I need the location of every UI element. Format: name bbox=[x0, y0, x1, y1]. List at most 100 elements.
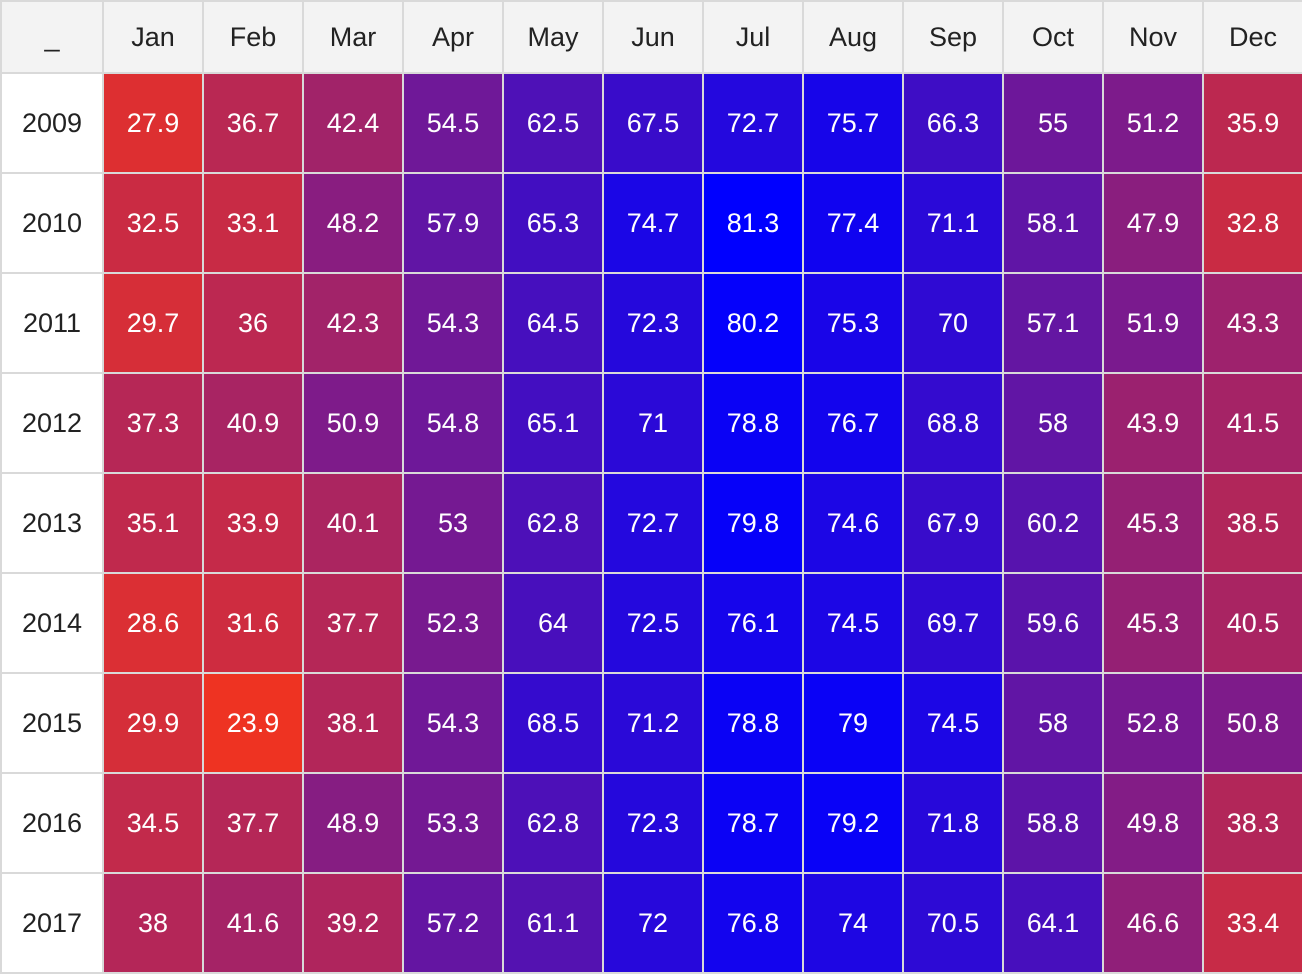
column-header-mar: Mar bbox=[302, 0, 404, 74]
heatmap-cell-2015-jun: 71.2 bbox=[602, 672, 704, 774]
heatmap-cell-2013-sep: 67.9 bbox=[902, 472, 1004, 574]
table-row-2013: 2013 35.1 33.9 40.1 53 62.8 72.7 79.8 74.6 67.9 60… bbox=[0, 472, 1302, 574]
column-header-oct: Oct bbox=[1002, 0, 1104, 74]
heatmap-cell-2011-feb: 36 bbox=[202, 272, 304, 374]
heatmap-cell-2016-apr: 53.3 bbox=[402, 772, 504, 874]
heatmap-cell-2009-jul: 72.7 bbox=[702, 72, 804, 174]
heatmap-cell-2016-jul: 78.7 bbox=[702, 772, 804, 874]
heatmap-cell-2010-may: 65.3 bbox=[502, 172, 604, 274]
heatmap-cell-2009-nov: 51.2 bbox=[1102, 72, 1204, 174]
heatmap-cell-2012-sep: 68.8 bbox=[902, 372, 1004, 474]
heatmap-cell-2009-aug: 75.7 bbox=[802, 72, 904, 174]
table-row-2009: 2009 27.9 36.7 42.4 54.5 62.5 67.5 72.7 75.7 66.3… bbox=[0, 72, 1302, 174]
row-header-2014: 2014 bbox=[0, 572, 104, 674]
heatmap-cell-2013-nov: 45.3 bbox=[1102, 472, 1204, 574]
heatmap-cell-2014-may: 64 bbox=[502, 572, 604, 674]
heatmap-cell-2011-dec: 43.3 bbox=[1202, 272, 1302, 374]
heatmap-cell-2015-sep: 74.5 bbox=[902, 672, 1004, 774]
heatmap-cell-2017-mar: 39.2 bbox=[302, 872, 404, 974]
heatmap-cell-2017-may: 61.1 bbox=[502, 872, 604, 974]
heatmap-cell-2015-jan: 29.9 bbox=[102, 672, 204, 774]
heatmap-cell-2016-dec: 38.3 bbox=[1202, 772, 1302, 874]
row-header-2010: 2010 bbox=[0, 172, 104, 274]
heatmap-cell-2016-nov: 49.8 bbox=[1102, 772, 1204, 874]
heatmap-cell-2009-oct: 55 bbox=[1002, 72, 1104, 174]
heatmap-cell-2016-jun: 72.3 bbox=[602, 772, 704, 874]
heatmap-cell-2015-dec: 50.8 bbox=[1202, 672, 1302, 774]
heatmap-cell-2010-oct: 58.1 bbox=[1002, 172, 1104, 274]
heatmap-cell-2010-jun: 74.7 bbox=[602, 172, 704, 274]
column-header-sep: Sep bbox=[902, 0, 1004, 74]
heatmap-cell-2009-feb: 36.7 bbox=[202, 72, 304, 174]
heatmap-cell-2014-jul: 76.1 bbox=[702, 572, 804, 674]
heatmap-cell-2017-feb: 41.6 bbox=[202, 872, 304, 974]
heatmap-cell-2017-jun: 72 bbox=[602, 872, 704, 974]
heatmap-cell-2014-mar: 37.7 bbox=[302, 572, 404, 674]
heatmap-cell-2009-jan: 27.9 bbox=[102, 72, 204, 174]
heatmap-cell-2009-may: 62.5 bbox=[502, 72, 604, 174]
row-header-2011: 2011 bbox=[0, 272, 104, 374]
heatmap-cell-2011-jul: 80.2 bbox=[702, 272, 804, 374]
heatmap-cell-2015-nov: 52.8 bbox=[1102, 672, 1204, 774]
heatmap-cell-2010-aug: 77.4 bbox=[802, 172, 904, 274]
heatmap-cell-2014-oct: 59.6 bbox=[1002, 572, 1104, 674]
heatmap-cell-2010-jul: 81.3 bbox=[702, 172, 804, 274]
column-header-jun: Jun bbox=[602, 0, 704, 74]
heatmap-cell-2009-sep: 66.3 bbox=[902, 72, 1004, 174]
column-header-nov: Nov bbox=[1102, 0, 1204, 74]
heatmap-cell-2016-aug: 79.2 bbox=[802, 772, 904, 874]
heatmap-cell-2012-nov: 43.9 bbox=[1102, 372, 1204, 474]
heatmap-cell-2011-oct: 57.1 bbox=[1002, 272, 1104, 374]
column-header-feb: Feb bbox=[202, 0, 304, 74]
heatmap-cell-2010-apr: 57.9 bbox=[402, 172, 504, 274]
heatmap-cell-2016-mar: 48.9 bbox=[302, 772, 404, 874]
table-row-2016: 2016 34.5 37.7 48.9 53.3 62.8 72.3 78.7 79.2 71.8… bbox=[0, 772, 1302, 874]
heatmap-cell-2015-feb: 23.9 bbox=[202, 672, 304, 774]
heatmap-body: 2009 27.9 36.7 42.4 54.5 62.5 67.5 72.7 75.7 66.3… bbox=[0, 72, 1302, 974]
row-header-2009: 2009 bbox=[0, 72, 104, 174]
heatmap-cell-2009-apr: 54.5 bbox=[402, 72, 504, 174]
table-row-2011: 2011 29.7 36 42.3 54.3 64.5 72.3 80.2 75.3 70 57.1… bbox=[0, 272, 1302, 374]
heatmap-cell-2012-aug: 76.7 bbox=[802, 372, 904, 474]
row-header-2017: 2017 bbox=[0, 872, 104, 974]
heatmap-cell-2012-oct: 58 bbox=[1002, 372, 1104, 474]
heatmap-cell-2010-mar: 48.2 bbox=[302, 172, 404, 274]
heatmap-cell-2013-may: 62.8 bbox=[502, 472, 604, 574]
heatmap-cell-2012-apr: 54.8 bbox=[402, 372, 504, 474]
heatmap-cell-2014-aug: 74.5 bbox=[802, 572, 904, 674]
heatmap-cell-2013-mar: 40.1 bbox=[302, 472, 404, 574]
heatmap-cell-2015-jul: 78.8 bbox=[702, 672, 804, 774]
heatmap-cell-2017-jan: 38 bbox=[102, 872, 204, 974]
heatmap-cell-2011-nov: 51.9 bbox=[1102, 272, 1204, 374]
heatmap-cell-2017-aug: 74 bbox=[802, 872, 904, 974]
heatmap-cell-2016-jan: 34.5 bbox=[102, 772, 204, 874]
heatmap-cell-2016-feb: 37.7 bbox=[202, 772, 304, 874]
table-row-2017: 2017 38 41.6 39.2 57.2 61.1 72 76.8 74 70.5 64.1 46… bbox=[0, 872, 1302, 974]
heatmap-cell-2010-sep: 71.1 bbox=[902, 172, 1004, 274]
table-row-2015: 2015 29.9 23.9 38.1 54.3 68.5 71.2 78.8 79 74.5 58… bbox=[0, 672, 1302, 774]
heatmap-cell-2011-mar: 42.3 bbox=[302, 272, 404, 374]
heatmap-cell-2015-aug: 79 bbox=[802, 672, 904, 774]
heatmap-cell-2012-feb: 40.9 bbox=[202, 372, 304, 474]
table-row-2014: 2014 28.6 31.6 37.7 52.3 64 72.5 76.1 74.5 69.7 59… bbox=[0, 572, 1302, 674]
heatmap-cell-2014-sep: 69.7 bbox=[902, 572, 1004, 674]
heatmap-cell-2011-apr: 54.3 bbox=[402, 272, 504, 374]
heatmap-cell-2014-jan: 28.6 bbox=[102, 572, 204, 674]
heatmap-cell-2015-apr: 54.3 bbox=[402, 672, 504, 774]
heatmap-cell-2012-jul: 78.8 bbox=[702, 372, 804, 474]
heatmap-cell-2017-dec: 33.4 bbox=[1202, 872, 1302, 974]
table-row-2012: 2012 37.3 40.9 50.9 54.8 65.1 71 78.8 76.7 68.8 58… bbox=[0, 372, 1302, 474]
heatmap-cell-2013-feb: 33.9 bbox=[202, 472, 304, 574]
heatmap-cell-2015-mar: 38.1 bbox=[302, 672, 404, 774]
heatmap-cell-2017-nov: 46.6 bbox=[1102, 872, 1204, 974]
heatmap-cell-2011-sep: 70 bbox=[902, 272, 1004, 374]
heatmap-cell-2016-sep: 71.8 bbox=[902, 772, 1004, 874]
heatmap-cell-2013-jun: 72.7 bbox=[602, 472, 704, 574]
heatmap-cell-2015-oct: 58 bbox=[1002, 672, 1104, 774]
heatmap-cell-2014-apr: 52.3 bbox=[402, 572, 504, 674]
heatmap-cell-2010-feb: 33.1 bbox=[202, 172, 304, 274]
heatmap-cell-2014-dec: 40.5 bbox=[1202, 572, 1302, 674]
heatmap-cell-2014-feb: 31.6 bbox=[202, 572, 304, 674]
heatmap-cell-2009-jun: 67.5 bbox=[602, 72, 704, 174]
